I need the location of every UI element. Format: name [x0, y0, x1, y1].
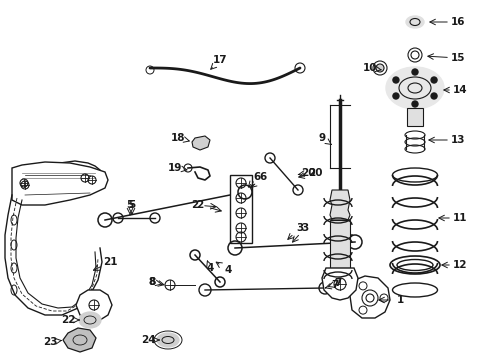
- Bar: [406, 108, 422, 126]
- Text: 10: 10: [362, 63, 376, 73]
- Text: 3: 3: [301, 223, 308, 233]
- Text: 16: 16: [450, 17, 464, 27]
- Text: 1: 1: [396, 295, 403, 305]
- Polygon shape: [76, 290, 112, 320]
- Ellipse shape: [385, 67, 443, 109]
- Text: 2: 2: [196, 200, 203, 210]
- Text: 6: 6: [253, 172, 260, 182]
- Text: 14: 14: [452, 85, 467, 95]
- Circle shape: [411, 69, 417, 75]
- Circle shape: [411, 101, 417, 107]
- Text: 6: 6: [259, 172, 266, 182]
- Text: 21: 21: [102, 257, 117, 267]
- Polygon shape: [192, 136, 209, 150]
- Bar: [229, 175, 251, 243]
- Text: 3: 3: [296, 223, 303, 233]
- Text: 18: 18: [170, 133, 185, 143]
- Ellipse shape: [157, 333, 179, 347]
- Text: 19: 19: [167, 163, 182, 173]
- Text: 24: 24: [141, 335, 155, 345]
- Text: 20: 20: [300, 168, 315, 178]
- Text: 8: 8: [148, 277, 155, 287]
- Text: 9: 9: [318, 133, 325, 143]
- Text: 13: 13: [450, 135, 464, 145]
- Polygon shape: [15, 161, 100, 202]
- Text: 5: 5: [126, 200, 133, 210]
- Text: 23: 23: [42, 337, 57, 347]
- Polygon shape: [329, 190, 349, 220]
- Polygon shape: [321, 268, 357, 300]
- Text: 7: 7: [331, 280, 338, 290]
- Text: 15: 15: [450, 53, 464, 63]
- Circle shape: [392, 77, 398, 83]
- Polygon shape: [12, 162, 108, 205]
- Text: 22: 22: [61, 315, 75, 325]
- Text: 8: 8: [148, 277, 155, 287]
- Polygon shape: [63, 328, 96, 352]
- Ellipse shape: [375, 65, 383, 71]
- Text: 2: 2: [191, 200, 198, 210]
- Text: 4: 4: [224, 265, 231, 275]
- Polygon shape: [349, 276, 389, 318]
- Circle shape: [392, 93, 398, 99]
- Ellipse shape: [405, 16, 423, 28]
- Circle shape: [430, 77, 436, 83]
- Ellipse shape: [79, 312, 101, 328]
- Text: 12: 12: [452, 260, 467, 270]
- Text: 4: 4: [206, 263, 213, 273]
- Text: 5: 5: [128, 200, 135, 210]
- Text: 7: 7: [334, 278, 341, 288]
- Text: 17: 17: [212, 55, 227, 65]
- Text: 11: 11: [452, 213, 467, 223]
- Polygon shape: [329, 220, 349, 268]
- Text: 20: 20: [307, 168, 322, 178]
- Circle shape: [430, 93, 436, 99]
